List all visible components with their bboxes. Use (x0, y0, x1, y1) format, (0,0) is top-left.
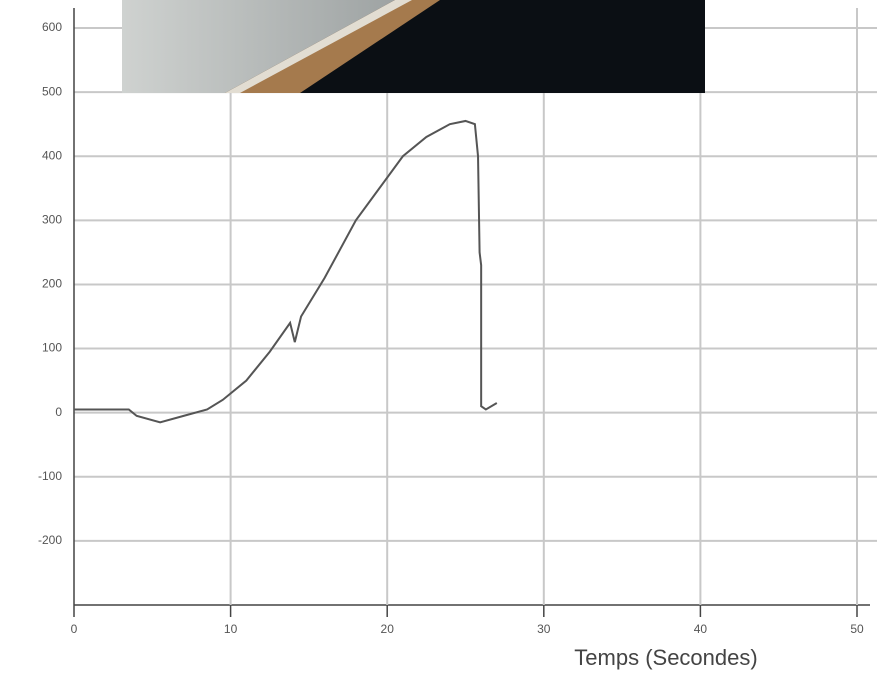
y-tick-label: 500 (42, 84, 62, 98)
y-tick-label: -100 (38, 469, 62, 483)
x-tick-label: 40 (694, 622, 708, 636)
x-tick-label: 50 (850, 622, 864, 636)
x-axis-label: Temps (Secondes) (574, 645, 757, 670)
x-tick-label: 10 (224, 622, 238, 636)
data-line (74, 119, 498, 424)
x-tick-label: 20 (381, 622, 395, 636)
y-tick-label: -200 (38, 533, 62, 547)
x-tick-label: 30 (537, 622, 551, 636)
y-tick-label: 600 (42, 20, 62, 34)
y-tick-label: 0 (55, 405, 62, 419)
photo-overlay (122, 0, 705, 93)
y-tick-label: 300 (42, 213, 62, 227)
x-tick-label: 0 (71, 622, 78, 636)
y-tick-label: 100 (42, 341, 62, 355)
y-tick-label: 400 (42, 148, 62, 162)
y-tick-label: 200 (42, 277, 62, 291)
